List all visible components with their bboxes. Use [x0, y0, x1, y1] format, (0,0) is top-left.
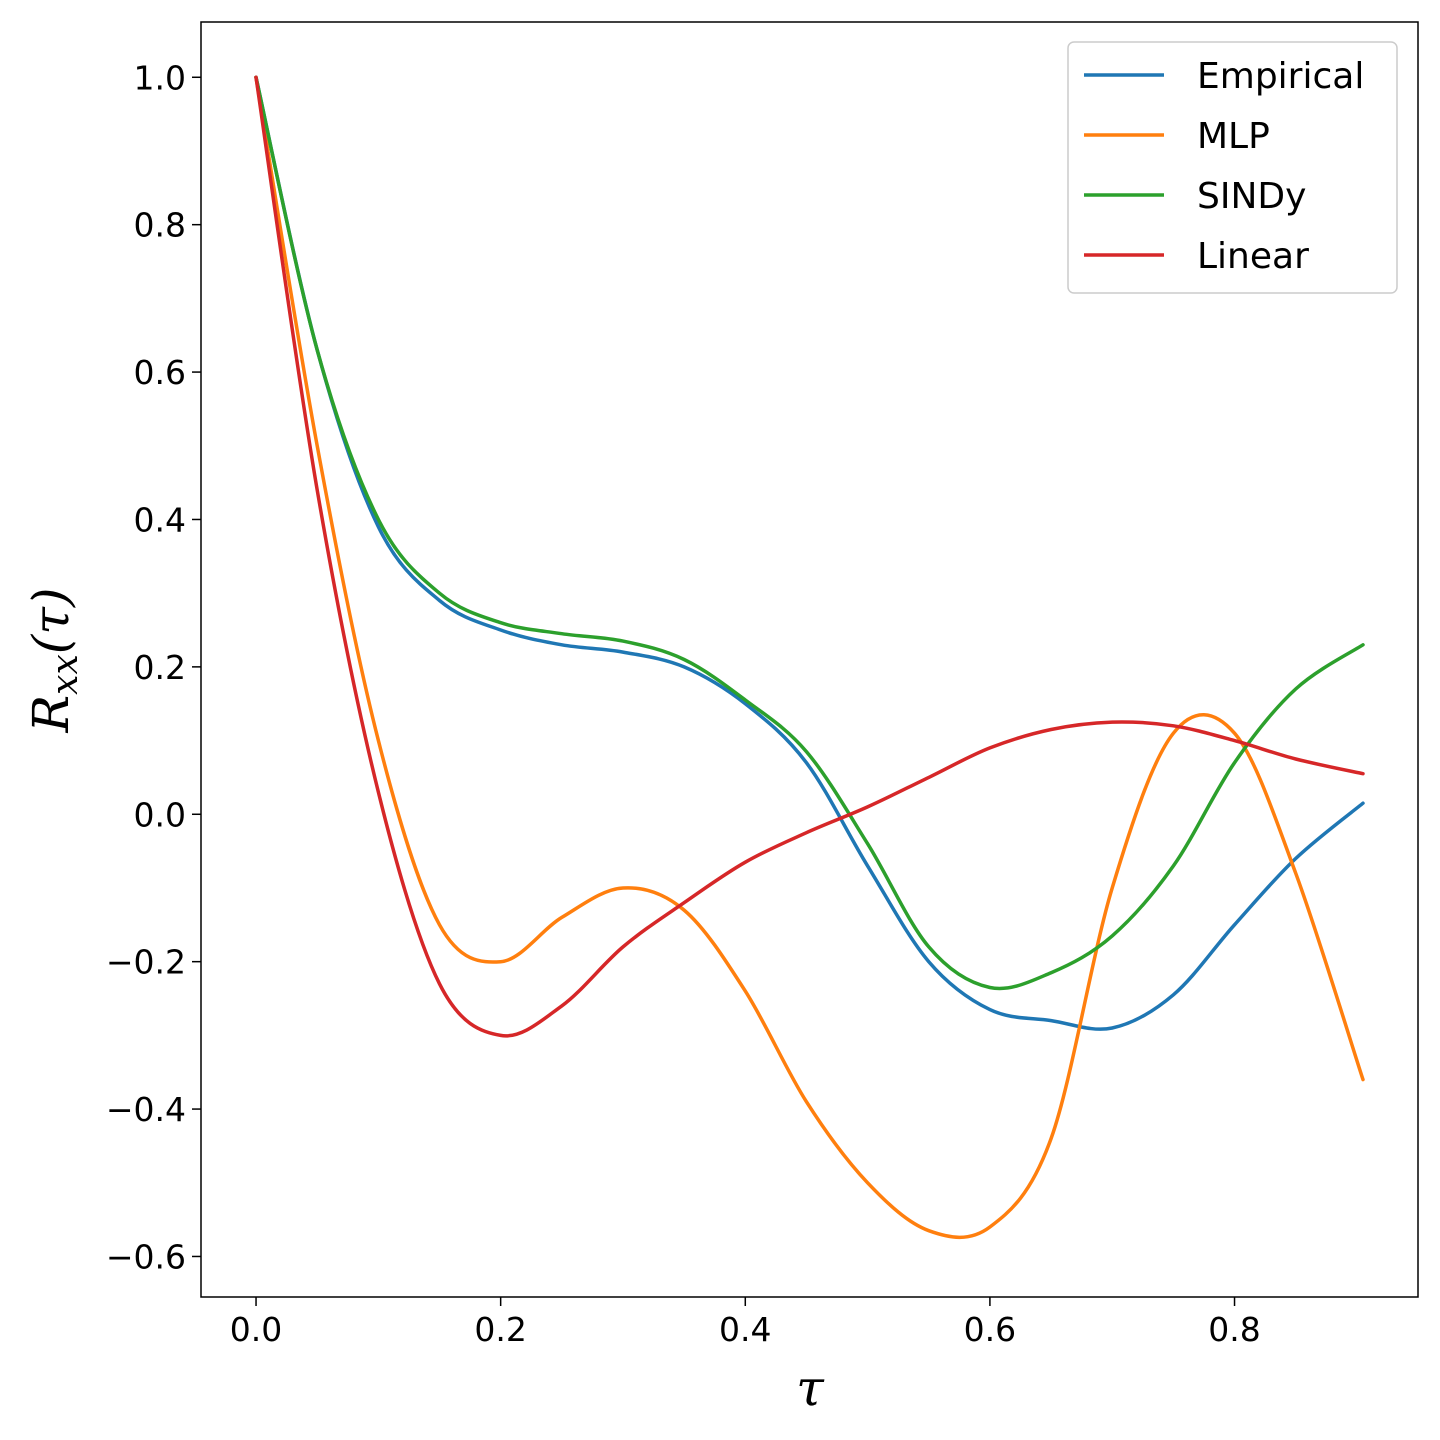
svg-text:Rxx(τ): Rxx(τ) [22, 588, 86, 734]
series-layer [254, 75, 1365, 1239]
legend-label-linear: Linear [1197, 236, 1309, 277]
y-tick-label: −0.2 [106, 943, 186, 982]
series-line-empirical [254, 75, 1365, 1031]
y-axis-label-arg: (τ) [22, 588, 80, 655]
y-axis-label-main: R [22, 695, 80, 734]
series-line-linear [254, 75, 1365, 1038]
series-line-mlp [254, 75, 1365, 1239]
y-tick-label: 0.4 [134, 500, 186, 539]
y-axis: −0.6 −0.4 −0.2 0.0 0.2 0.4 0.6 0.8 1.0 [106, 58, 201, 1276]
x-axis: 0.0 0.2 0.4 0.6 0.8 [230, 1297, 1261, 1349]
x-tick-label: 0.6 [964, 1310, 1016, 1349]
legend-label-empirical: Empirical [1197, 56, 1364, 97]
x-tick-label: 0.4 [719, 1310, 771, 1349]
x-tick-label: 0.8 [1208, 1310, 1260, 1349]
y-tick-label: 0.6 [134, 353, 186, 392]
y-tick-label: 1.0 [134, 58, 186, 97]
y-axis-label: Rxx(τ) [22, 588, 86, 734]
legend-label-mlp: MLP [1197, 116, 1270, 157]
x-axis-label: τ [796, 1359, 825, 1417]
x-tick-label: 0.2 [474, 1310, 526, 1349]
legend-box [1067, 41, 1398, 294]
y-tick-label: 0.0 [134, 795, 186, 834]
y-tick-label: −0.4 [106, 1090, 186, 1129]
y-tick-label: 0.2 [134, 648, 186, 687]
series-line-sindy [254, 75, 1365, 991]
x-tick-label: 0.0 [230, 1310, 282, 1349]
y-tick-label: 0.8 [134, 206, 186, 245]
plot-frame [200, 21, 1419, 1298]
y-tick-label: −0.6 [106, 1237, 186, 1276]
legend-label-sindy: SINDy [1197, 176, 1306, 217]
y-axis-label-sub: xx [45, 654, 86, 695]
legend: Empirical MLP SINDy Linear [1067, 41, 1398, 294]
